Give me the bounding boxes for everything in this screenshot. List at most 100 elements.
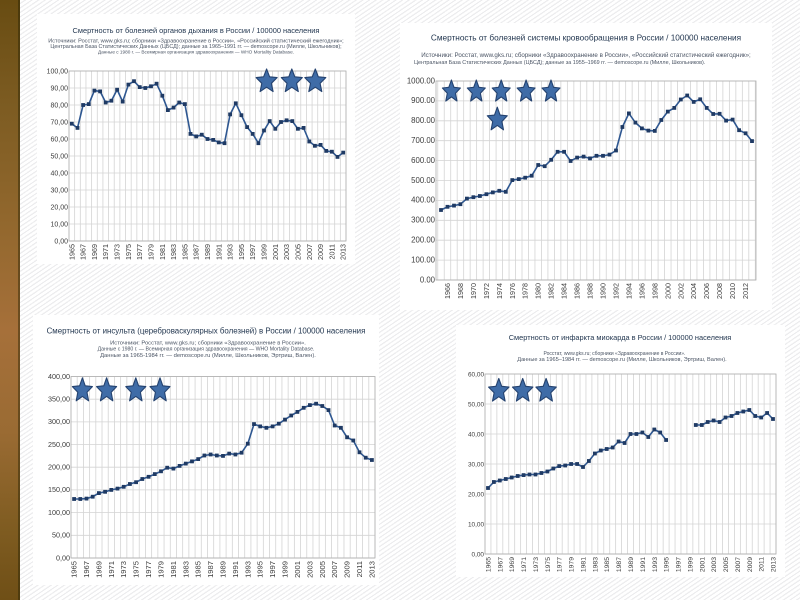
svg-text:600.00: 600.00 bbox=[411, 156, 436, 165]
svg-text:1965: 1965 bbox=[486, 557, 493, 572]
svg-text:2001: 2001 bbox=[293, 561, 302, 578]
svg-text:70,00: 70,00 bbox=[50, 119, 68, 126]
svg-text:200,00: 200,00 bbox=[48, 463, 70, 472]
svg-text:250,00: 250,00 bbox=[48, 440, 70, 449]
svg-text:1997: 1997 bbox=[248, 244, 257, 260]
svg-text:1971: 1971 bbox=[107, 561, 116, 578]
svg-text:1979: 1979 bbox=[147, 244, 156, 260]
svg-text:1992: 1992 bbox=[612, 283, 621, 299]
svg-text:1987: 1987 bbox=[616, 557, 623, 572]
svg-text:1966: 1966 bbox=[443, 283, 452, 299]
svg-text:2003: 2003 bbox=[711, 557, 718, 572]
svg-text:1977: 1977 bbox=[557, 557, 564, 572]
svg-text:1974: 1974 bbox=[495, 283, 504, 299]
svg-text:1993: 1993 bbox=[652, 557, 659, 572]
svg-text:1967: 1967 bbox=[497, 557, 504, 572]
svg-text:60,00: 60,00 bbox=[50, 136, 68, 143]
svg-text:1981: 1981 bbox=[158, 244, 167, 260]
svg-text:2010: 2010 bbox=[728, 283, 737, 299]
svg-text:60,00: 60,00 bbox=[468, 371, 484, 378]
svg-text:2007: 2007 bbox=[735, 557, 742, 572]
svg-text:1999: 1999 bbox=[687, 557, 694, 572]
svg-text:300,00: 300,00 bbox=[48, 417, 70, 426]
svg-text:1987: 1987 bbox=[206, 561, 215, 578]
svg-text:Данные за 1965–1984 гг. — demo: Данные за 1965–1984 гг. — demoscope.ru (… bbox=[517, 357, 727, 363]
svg-text:400.00: 400.00 bbox=[411, 196, 436, 205]
svg-text:1973: 1973 bbox=[113, 244, 122, 260]
svg-text:1999: 1999 bbox=[260, 244, 269, 260]
svg-text:2009: 2009 bbox=[343, 561, 352, 578]
svg-text:1993: 1993 bbox=[243, 561, 252, 578]
svg-text:100,00: 100,00 bbox=[47, 68, 69, 75]
svg-text:1970: 1970 bbox=[469, 283, 478, 299]
svg-text:1982: 1982 bbox=[547, 283, 556, 299]
svg-text:2012: 2012 bbox=[741, 283, 750, 299]
svg-text:100.00: 100.00 bbox=[411, 255, 436, 264]
svg-text:1000.00: 1000.00 bbox=[407, 76, 436, 85]
svg-text:2013: 2013 bbox=[771, 557, 778, 572]
svg-text:0.00: 0.00 bbox=[420, 275, 436, 284]
svg-text:2004: 2004 bbox=[689, 283, 698, 299]
svg-text:2006: 2006 bbox=[702, 283, 711, 299]
svg-text:80,00: 80,00 bbox=[50, 102, 68, 109]
svg-text:30,00: 30,00 bbox=[468, 461, 484, 468]
svg-text:1978: 1978 bbox=[521, 283, 530, 299]
svg-text:1991: 1991 bbox=[214, 244, 223, 260]
svg-text:2005: 2005 bbox=[293, 244, 302, 260]
svg-text:1967: 1967 bbox=[82, 561, 91, 578]
svg-text:20,00: 20,00 bbox=[468, 491, 484, 498]
svg-text:Центральная База Статистически: Центральная База Статистических Данных (… bbox=[414, 60, 705, 66]
svg-text:1981: 1981 bbox=[581, 557, 588, 572]
svg-text:1969: 1969 bbox=[509, 557, 516, 572]
svg-text:1989: 1989 bbox=[219, 561, 228, 578]
svg-text:2011: 2011 bbox=[355, 561, 364, 577]
svg-text:1979: 1979 bbox=[569, 557, 576, 572]
svg-text:100,00: 100,00 bbox=[48, 508, 70, 517]
svg-text:1983: 1983 bbox=[169, 244, 178, 260]
svg-text:90,00: 90,00 bbox=[50, 85, 68, 92]
svg-text:2011: 2011 bbox=[327, 244, 336, 259]
svg-text:Смертность от болезней органов: Смертность от болезней органов дыхания в… bbox=[73, 26, 320, 35]
svg-text:500.00: 500.00 bbox=[411, 176, 436, 185]
svg-text:1983: 1983 bbox=[592, 557, 599, 572]
svg-text:20,00: 20,00 bbox=[50, 204, 68, 211]
svg-text:Источники: Росстат, www.gks.ru: Источники: Росстат, www.gks.ru; сборники… bbox=[421, 52, 751, 59]
svg-text:2013: 2013 bbox=[339, 244, 348, 260]
svg-text:Смертность от инсульта (церебр: Смертность от инсульта (цереброваскулярн… bbox=[47, 327, 366, 336]
svg-text:50,00: 50,00 bbox=[52, 531, 70, 540]
svg-text:2007: 2007 bbox=[330, 561, 339, 578]
svg-text:10,00: 10,00 bbox=[468, 521, 484, 528]
svg-text:Данные с 1980 г. — Всемирная о: Данные с 1980 г. — Всемирная организация… bbox=[98, 347, 315, 353]
svg-text:1976: 1976 bbox=[508, 283, 517, 299]
svg-text:0,00: 0,00 bbox=[56, 553, 70, 562]
svg-text:2007: 2007 bbox=[305, 244, 314, 260]
svg-text:2005: 2005 bbox=[723, 557, 730, 572]
svg-text:1985: 1985 bbox=[194, 561, 203, 578]
svg-text:1995: 1995 bbox=[237, 244, 246, 260]
svg-text:1968: 1968 bbox=[456, 283, 465, 299]
svg-text:1994: 1994 bbox=[624, 283, 633, 299]
svg-text:1977: 1977 bbox=[144, 561, 153, 578]
svg-text:2009: 2009 bbox=[316, 244, 325, 260]
svg-text:1979: 1979 bbox=[157, 561, 166, 578]
svg-text:50,00: 50,00 bbox=[468, 401, 484, 408]
svg-text:2002: 2002 bbox=[676, 283, 685, 299]
svg-text:1998: 1998 bbox=[650, 283, 659, 299]
svg-text:2003: 2003 bbox=[305, 561, 314, 578]
svg-text:1991: 1991 bbox=[640, 557, 647, 572]
svg-text:2011: 2011 bbox=[759, 557, 766, 572]
svg-text:Смертность от инфаркта миокард: Смертность от инфаркта миокарда в России… bbox=[509, 333, 732, 342]
svg-text:Росстат, www.gks.ru; сборники: Росстат, www.gks.ru; сборники «Здравоохр… bbox=[544, 351, 686, 357]
svg-text:1983: 1983 bbox=[181, 561, 190, 578]
svg-text:1999: 1999 bbox=[281, 561, 290, 578]
svg-text:2001: 2001 bbox=[271, 244, 280, 260]
svg-text:2000: 2000 bbox=[663, 283, 672, 299]
svg-text:2001: 2001 bbox=[699, 557, 706, 572]
svg-text:10,00: 10,00 bbox=[50, 221, 68, 228]
svg-text:Данные с 1980 г. — Всемирная о: Данные с 1980 г. — Всемирная организация… bbox=[98, 50, 294, 55]
svg-text:1981: 1981 bbox=[169, 561, 178, 578]
svg-text:300.00: 300.00 bbox=[411, 216, 436, 225]
svg-text:350,00: 350,00 bbox=[48, 395, 70, 404]
svg-text:1995: 1995 bbox=[256, 561, 265, 578]
svg-text:Данные за 1965-1984 гг. — demo: Данные за 1965-1984 гг. — demoscope.ru (… bbox=[100, 353, 316, 359]
